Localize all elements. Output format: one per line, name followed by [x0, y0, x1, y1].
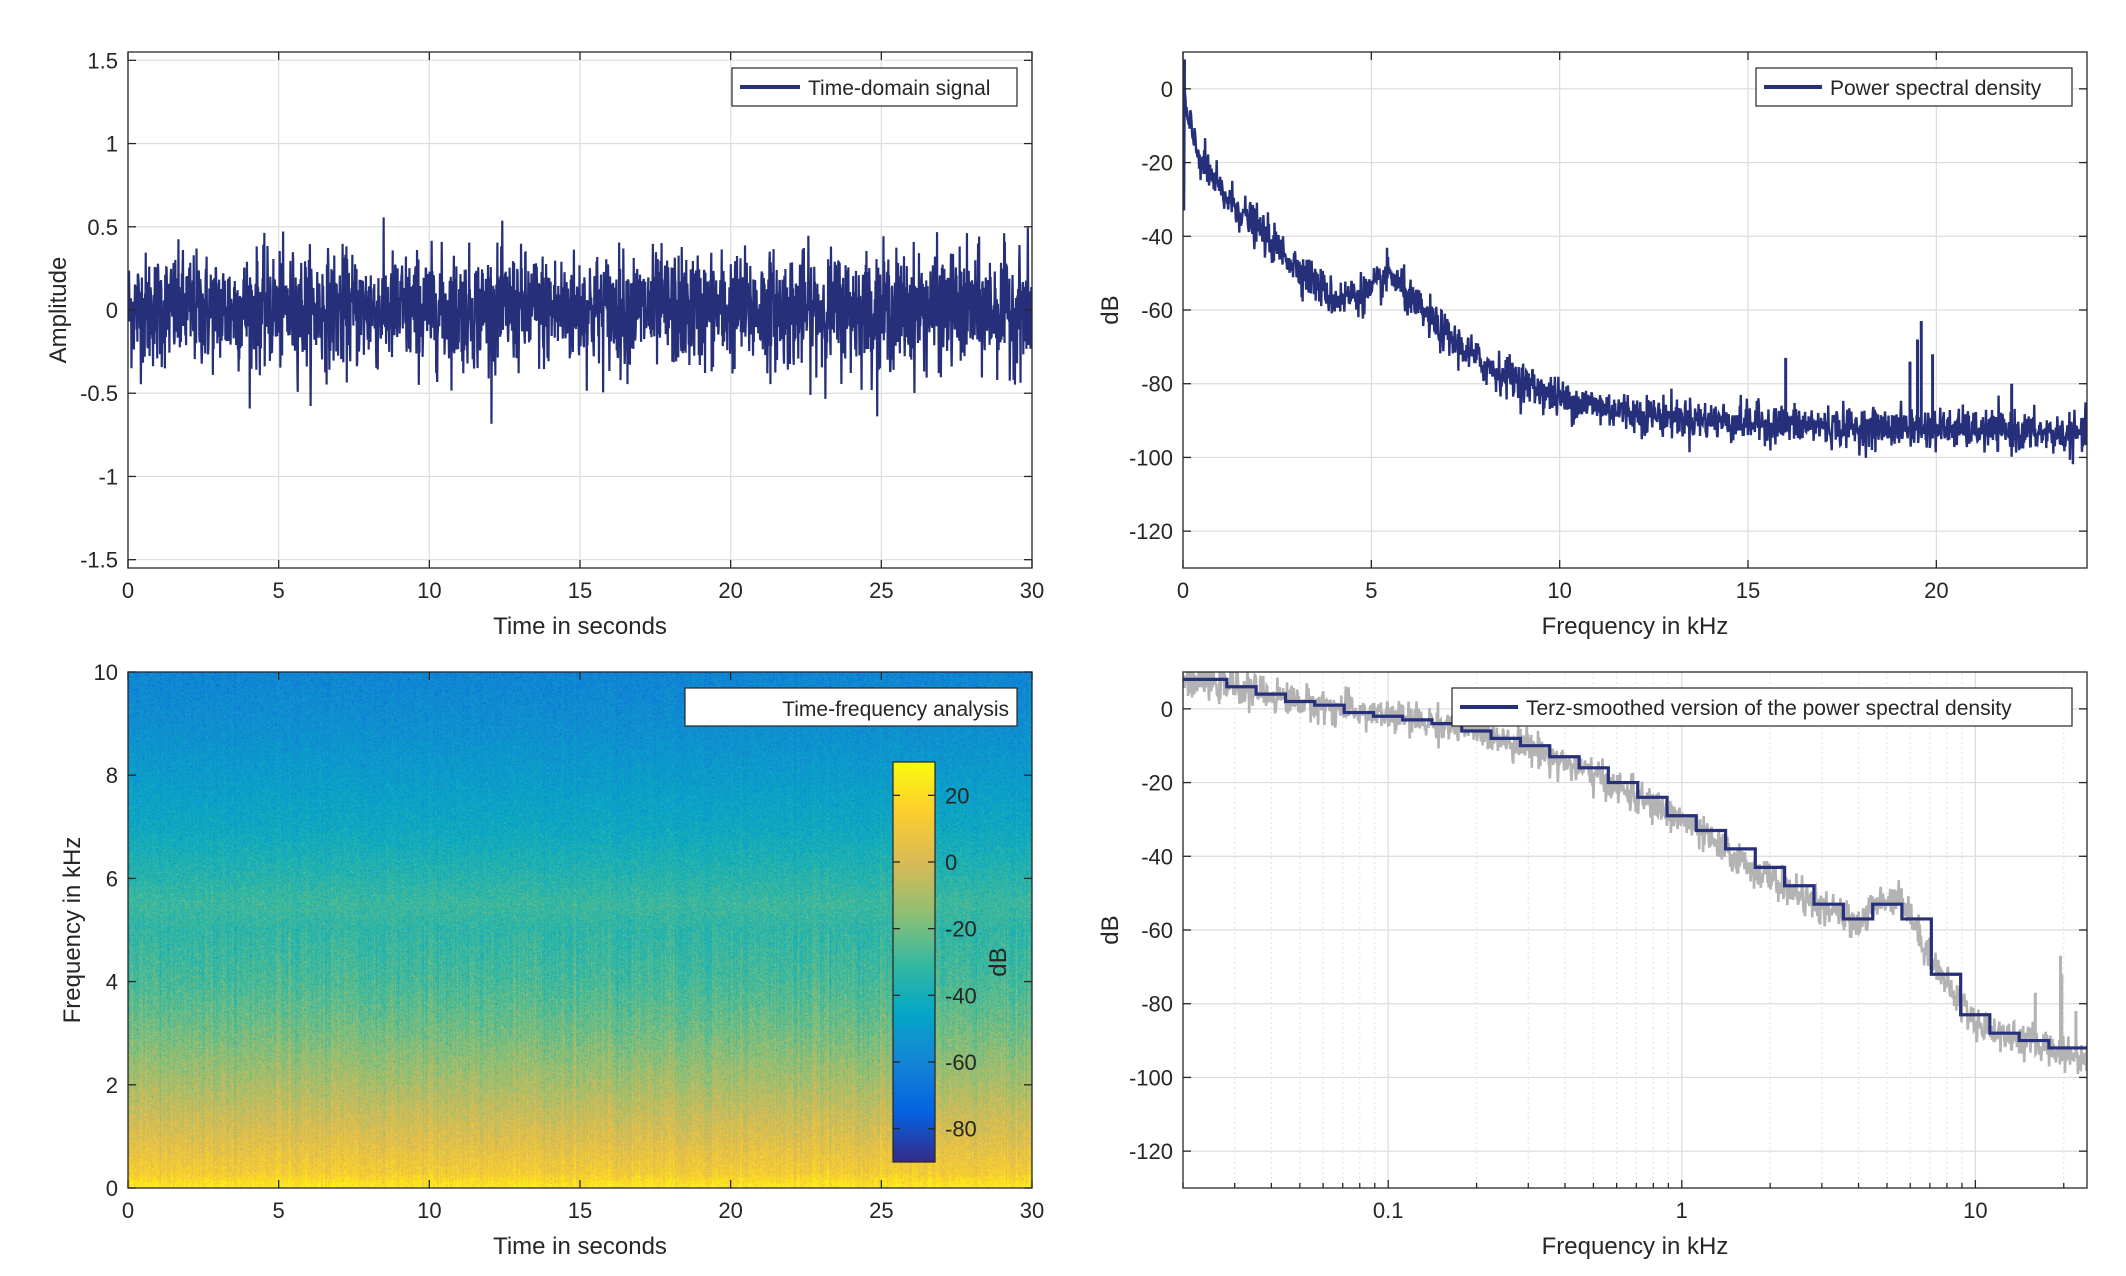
colorbar-gradient — [892, 761, 936, 1163]
terz-step-line — [1183, 677, 2087, 1050]
x-tick-label: 15 — [568, 1198, 592, 1223]
x-tick-label: 20 — [1924, 578, 1948, 603]
legend-label: Time-frequency analysis — [782, 698, 1009, 721]
y-tick-label: 0 — [106, 298, 118, 323]
legend-label: Terz-smoothed version of the power spect… — [1526, 697, 2012, 720]
legend: Terz-smoothed version of the power spect… — [1451, 687, 2073, 727]
x-axis-label: Frequency in kHz — [1542, 613, 1729, 640]
y-axis-label: Amplitude — [45, 257, 72, 364]
y-tick-label: 2 — [106, 1073, 118, 1098]
panel-time-domain: 0 5 10 15 20 25 30 1.5 1 0.5 0 -0.5 -1 -1.5 Time in s… — [45, 48, 1044, 640]
y-tick-label: 8 — [106, 763, 118, 788]
colorbar: 20 0 -20 -40 -60 -80 dB — [892, 761, 1012, 1163]
colorbar-tick-label: 0 — [945, 850, 957, 875]
x-tick-label: 25 — [869, 1198, 893, 1223]
x-tick-label: 5 — [273, 1198, 285, 1223]
x-tick-label: 10 — [1963, 1198, 1987, 1223]
psd-line — [1183, 67, 2087, 465]
panel-terz: 0.1 1 10 0 -20 -40 -60 -80 -100 -120 Frequency in… — [1097, 671, 2088, 1260]
y-tick-label: -60 — [1141, 918, 1173, 943]
y-tick-label: -40 — [1141, 844, 1173, 869]
grid-lines — [1182, 52, 2087, 568]
x-tick-label: 30 — [1020, 578, 1044, 603]
grid-lines — [1182, 672, 2087, 1188]
y-tick-label: 0 — [106, 1176, 118, 1201]
legend-box — [1451, 687, 2073, 727]
x-tick-label: 5 — [1365, 578, 1377, 603]
y-tick-label: -120 — [1129, 519, 1173, 544]
x-tick-label: 10 — [417, 1198, 441, 1223]
panel-psd: 0 5 10 15 20 0 -20 -40 -60 -80 -100 -120 Frequency … — [1097, 51, 2088, 640]
y-tick-label: 6 — [106, 866, 118, 891]
x-tick-label: 0 — [122, 578, 134, 603]
y-axis-label: dB — [1097, 295, 1124, 324]
x-tick-label: 25 — [869, 578, 893, 603]
legend-label: Time-domain signal — [808, 77, 990, 100]
psd-dc-drop — [1183, 59, 1187, 211]
x-tick-label: 15 — [1736, 578, 1760, 603]
x-tick-label: 15 — [568, 578, 592, 603]
colorbar-ticks: 20 0 -20 -40 -60 -80 — [893, 783, 977, 1142]
tick-labels: 0.1 1 10 0 -20 -40 -60 -80 -100 -120 — [1129, 697, 2087, 1223]
x-tick-label: 10 — [417, 578, 441, 603]
legend-box — [1755, 67, 2073, 107]
y-tick-label: -80 — [1141, 372, 1173, 397]
y-tick-label: 10 — [94, 660, 118, 685]
y-tick-label: 0 — [1161, 77, 1173, 102]
tick-labels: 0 5 10 15 20 0 -20 -40 -60 -80 -100 -120 — [1129, 52, 2087, 603]
x-tick-label: 5 — [273, 578, 285, 603]
x-axis-label: Frequency in kHz — [1542, 1233, 1729, 1260]
legend: Time-frequency analysis — [684, 687, 1018, 727]
y-axis-label: Frequency in kHz — [59, 837, 86, 1024]
x-tick-label: 30 — [1020, 1198, 1044, 1223]
colorbar-tick-label: -20 — [945, 917, 977, 942]
legend: Power spectral density — [1755, 67, 2073, 107]
x-tick-label: 20 — [718, 1198, 742, 1223]
y-tick-label: -100 — [1129, 1065, 1173, 1090]
terz-traces — [1183, 672, 2087, 1075]
x-axis-label: Time in seconds — [493, 613, 667, 640]
x-tick-label: 20 — [718, 578, 742, 603]
y-tick-label: -1 — [98, 464, 118, 489]
legend-box — [731, 67, 1018, 107]
y-tick-label: -40 — [1141, 224, 1173, 249]
y-tick-label: 1.5 — [87, 48, 118, 73]
y-tick-label: 0 — [1161, 697, 1173, 722]
legend: Time-domain signal — [731, 67, 1018, 107]
y-tick-label: 4 — [106, 970, 118, 995]
x-tick-label: 0 — [1177, 578, 1189, 603]
legend-box — [684, 687, 1018, 727]
colorbar-tick-label: -80 — [945, 1117, 977, 1142]
y-tick-label: -100 — [1129, 445, 1173, 470]
x-tick-label: 1 — [1676, 1198, 1688, 1223]
psd-trace — [1183, 59, 2087, 465]
y-tick-label: 0.5 — [87, 215, 118, 240]
signal-line — [128, 217, 1032, 424]
x-axis-label: Time in seconds — [493, 1233, 667, 1260]
y-tick-label: -20 — [1141, 771, 1173, 796]
y-axis-label: dB — [1097, 915, 1124, 944]
colorbar-label: dB — [985, 947, 1012, 976]
y-tick-label: -60 — [1141, 298, 1173, 323]
panel-spectrogram: 0 5 10 15 20 25 30 0 2 4 6 8 10 Time in seconds Freq… — [59, 660, 1044, 1260]
tick-labels: 0 5 10 15 20 25 30 1.5 1 0.5 0 -0.5 -1 -1.5 — [80, 48, 1044, 603]
x-tick-label: 0 — [122, 1198, 134, 1223]
y-tick-label: 1 — [106, 132, 118, 157]
colorbar-tick-label: -40 — [945, 983, 977, 1008]
y-tick-label: -80 — [1141, 992, 1173, 1017]
y-tick-label: -0.5 — [80, 381, 118, 406]
tick-labels: 0 5 10 15 20 25 30 0 2 4 6 8 10 — [94, 660, 1045, 1223]
x-tick-label: 0.1 — [1373, 1198, 1404, 1223]
y-tick-label: -120 — [1129, 1139, 1173, 1164]
signal-trace — [128, 217, 1032, 424]
y-tick-label: -1.5 — [80, 548, 118, 573]
colorbar-tick-label: -60 — [945, 1050, 977, 1075]
x-tick-label: 10 — [1547, 578, 1571, 603]
spectrogram-image — [128, 672, 1032, 1188]
colorbar-tick-label: 20 — [945, 783, 969, 808]
legend-label: Power spectral density — [1830, 77, 2042, 100]
y-tick-label: -20 — [1141, 151, 1173, 176]
